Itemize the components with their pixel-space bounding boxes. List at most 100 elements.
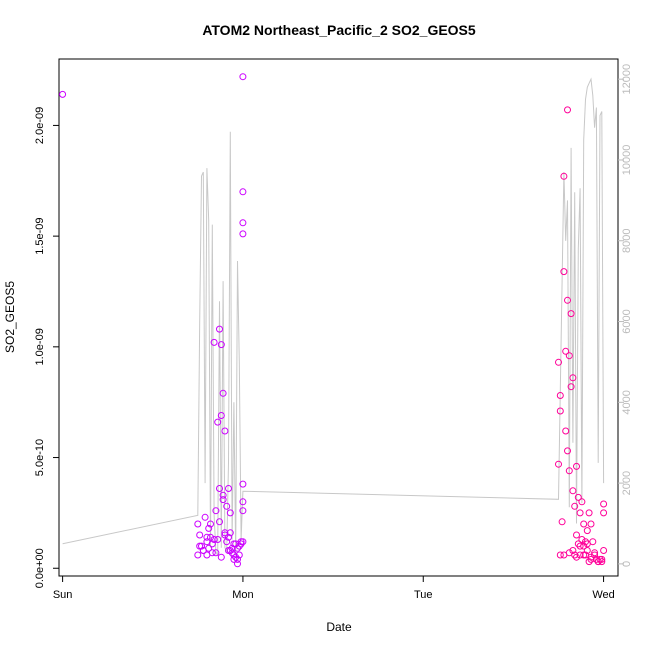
- data-point: [239, 188, 247, 196]
- data-point: [219, 389, 227, 397]
- series-layer: [59, 73, 608, 568]
- data-point: [565, 549, 573, 557]
- data-point: [585, 509, 593, 517]
- data-point: [587, 520, 595, 528]
- data-point: [234, 560, 241, 568]
- data-point: [207, 520, 214, 528]
- y-tick-label: 0.0e+00: [34, 548, 46, 588]
- y2-tick-label: 2000: [621, 471, 633, 495]
- data-point: [201, 513, 209, 521]
- data-point: [234, 555, 241, 563]
- data-point: [239, 219, 247, 227]
- data-point: [583, 527, 591, 535]
- y2-tick-label: 0: [621, 561, 633, 567]
- data-point: [569, 374, 577, 382]
- data-point: [555, 460, 562, 468]
- data-point: [228, 549, 236, 557]
- data-point: [564, 106, 571, 114]
- y2-tick-label: 10000: [621, 145, 633, 176]
- data-point: [580, 520, 588, 528]
- data-point: [580, 551, 588, 559]
- data-point: [564, 447, 571, 455]
- data-point: [230, 555, 238, 563]
- data-point: [234, 544, 241, 552]
- data-point: [221, 427, 229, 435]
- data-point: [562, 427, 570, 435]
- chart-title: ATOM2 Northeast_Pacific_2 SO2_GEOS5: [202, 22, 476, 38]
- data-point: [567, 383, 575, 391]
- plot-frame: [58, 58, 619, 577]
- data-point: [219, 491, 227, 499]
- data-point: [578, 498, 586, 506]
- y-axis-left: 0.0e+00 5.0e-10 1.0e-09 1.5e-09 2.0e-09: [34, 107, 59, 588]
- data-point: [196, 542, 204, 550]
- data-point: [591, 551, 599, 559]
- data-point: [235, 551, 243, 559]
- data-point: [598, 558, 606, 566]
- data-point: [223, 538, 231, 546]
- data-point: [214, 418, 222, 426]
- data-point: [194, 551, 202, 559]
- data-point: [239, 538, 247, 546]
- data-point: [217, 412, 225, 419]
- data-point: [574, 493, 582, 501]
- data-point: [59, 90, 67, 98]
- y2-tick-label: 8000: [621, 229, 633, 253]
- data-point: [576, 542, 584, 550]
- data-point: [560, 172, 568, 180]
- data-point: [556, 392, 564, 399]
- data-point: [216, 485, 223, 492]
- data-point: [239, 498, 247, 506]
- data-point: [207, 533, 214, 541]
- y-tick-label: 1.0e-09: [34, 328, 46, 365]
- data-point: [208, 549, 216, 557]
- data-point: [221, 529, 229, 537]
- data-point: [239, 507, 247, 515]
- data-point: [587, 555, 595, 563]
- data-point: [594, 558, 602, 566]
- data-point: [228, 544, 236, 552]
- data-point: [226, 529, 234, 537]
- data-point: [205, 544, 213, 552]
- data-point: [239, 480, 247, 488]
- x-axis: Sun Mon Tue Wed: [53, 576, 615, 601]
- x-axis-label: Date: [326, 620, 352, 634]
- data-point: [216, 518, 223, 526]
- data-point: [585, 558, 593, 566]
- y2-tick-label: 12000: [621, 64, 633, 95]
- data-point: [205, 524, 213, 532]
- y2-tick-label: 6000: [621, 309, 633, 333]
- data-point: [573, 553, 580, 561]
- data-point: [225, 533, 232, 541]
- x-tick-label: Sun: [53, 589, 73, 601]
- data-point: [237, 540, 245, 548]
- data-point: [239, 73, 247, 81]
- data-point: [600, 547, 608, 554]
- data-point: [235, 542, 243, 550]
- data-point: [558, 518, 566, 526]
- data-point: [212, 507, 220, 515]
- data-point: [226, 509, 234, 517]
- data-point: [569, 487, 577, 495]
- data-point: [208, 540, 216, 548]
- data-point: [583, 540, 591, 548]
- data-point: [600, 500, 608, 508]
- data-point: [216, 325, 223, 333]
- y-axis-label: SO2_GEOS5: [3, 281, 17, 353]
- data-point: [217, 341, 225, 349]
- data-point: [567, 310, 575, 318]
- data-point: [230, 551, 238, 559]
- x-tick-label: Wed: [592, 589, 614, 601]
- data-point: [600, 509, 608, 517]
- data-point: [214, 536, 222, 543]
- data-point: [573, 462, 580, 470]
- data-point: [196, 531, 204, 539]
- data-point: [217, 553, 225, 561]
- y2-tick-label: 4000: [621, 390, 633, 414]
- data-point: [573, 531, 580, 539]
- data-point: [210, 338, 218, 346]
- data-point: [571, 502, 579, 510]
- y-tick-label: 5.0e-10: [34, 439, 46, 476]
- y-tick-label: 1.5e-09: [34, 217, 46, 254]
- data-point: [210, 536, 218, 543]
